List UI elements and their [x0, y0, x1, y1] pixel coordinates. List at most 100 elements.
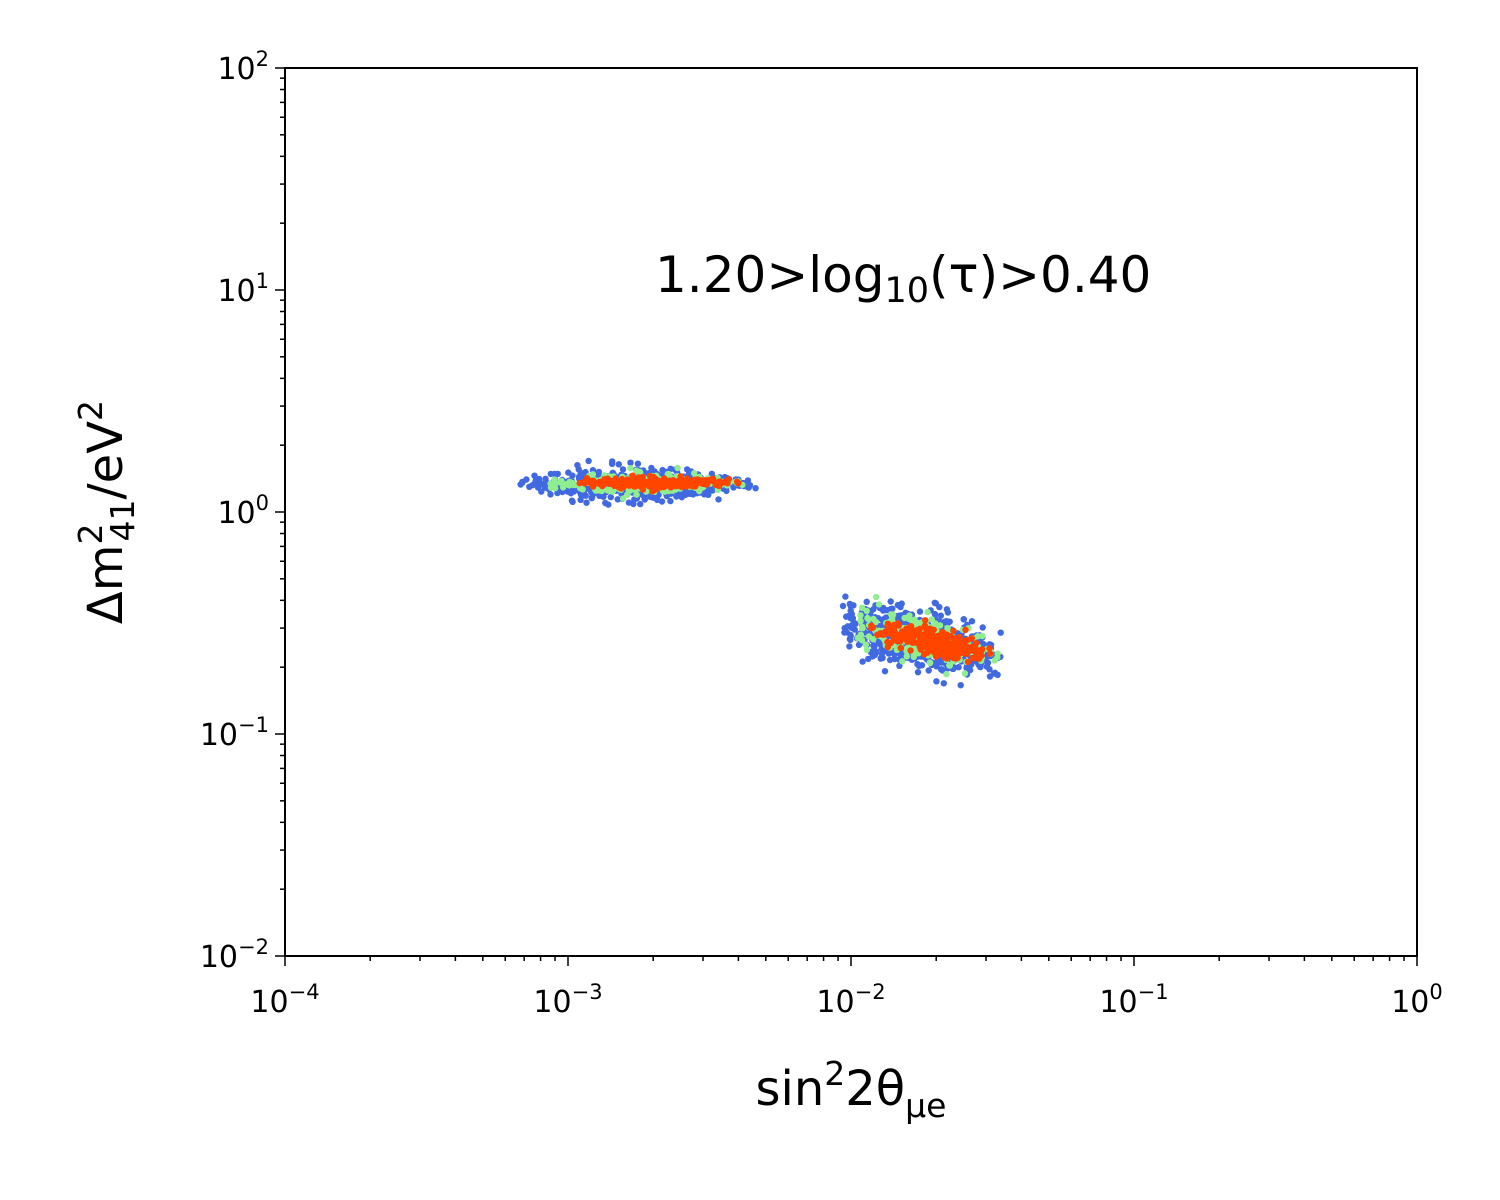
- scatter-point: [857, 617, 864, 625]
- scatter-point: [916, 608, 924, 615]
- scatter-point: [899, 658, 906, 665]
- scatter-point: [843, 613, 850, 620]
- scatter-point: [619, 495, 627, 502]
- x-tick-label: 10−4: [250, 980, 319, 1020]
- scatter-point: [589, 480, 596, 487]
- scatter-point: [884, 638, 891, 646]
- scatter-point: [986, 673, 994, 680]
- scatter-point: [674, 464, 681, 472]
- y-tick-label: 10−2: [200, 935, 269, 975]
- y-tick-label: 10−1: [200, 713, 269, 753]
- scatter-point: [968, 618, 976, 625]
- scatter-point: [914, 660, 921, 668]
- scatter-point: [859, 624, 866, 632]
- scatter-point: [842, 593, 849, 600]
- scatter-point: [958, 639, 965, 646]
- scatter-point: [978, 652, 985, 659]
- scatter-point: [997, 629, 1004, 636]
- scatter-point: [882, 614, 890, 621]
- scatter-point: [744, 477, 752, 484]
- scatter-point: [708, 470, 715, 477]
- scatter-point: [907, 647, 914, 654]
- scatter-point: [605, 501, 612, 508]
- scatter-point: [610, 478, 617, 485]
- scatter-point: [698, 480, 705, 487]
- scatter-point: [547, 491, 554, 498]
- scatter-point: [846, 643, 853, 650]
- scatter-point: [532, 477, 539, 484]
- scatter-point: [683, 466, 691, 473]
- y-tick-label: 100: [217, 491, 269, 531]
- scatter-point: [875, 601, 883, 608]
- scatter-point: [887, 598, 894, 605]
- scatter-point: [917, 637, 924, 644]
- scatter-point: [938, 641, 945, 648]
- x-tick-label: 10−1: [1099, 980, 1168, 1020]
- scatter-point: [658, 498, 666, 505]
- scatter-point: [641, 496, 648, 503]
- y-tick-label: 101: [217, 269, 269, 309]
- scatter-point: [926, 638, 933, 645]
- scatter-point: [972, 648, 980, 656]
- scatter-point: [547, 480, 554, 487]
- scatter-point: [926, 659, 934, 667]
- scatter-point: [953, 649, 960, 656]
- scatter-point: [946, 662, 954, 669]
- scatter-point: [625, 499, 633, 506]
- scatter-point: [647, 483, 655, 490]
- scatter-point: [542, 475, 549, 482]
- scatter-point: [634, 460, 642, 467]
- scatter-point: [846, 600, 854, 608]
- scatter-point: [745, 484, 752, 491]
- scatter-point: [939, 646, 946, 654]
- points-layer: [517, 457, 1004, 689]
- scatter-point: [885, 650, 893, 657]
- scatter-point: [926, 625, 934, 632]
- scatter-point: [881, 668, 889, 675]
- scatter-point: [615, 484, 623, 491]
- scatter-point: [752, 485, 759, 492]
- scatter-point: [926, 644, 933, 651]
- scatter-point: [667, 497, 674, 505]
- scatter-point: [931, 610, 939, 618]
- scatter-point: [863, 598, 870, 605]
- scatter-point: [872, 593, 880, 601]
- scatter-point: [983, 663, 990, 670]
- scatter-point: [626, 482, 633, 489]
- scatter-point: [962, 626, 969, 633]
- scatter-point: [937, 612, 944, 619]
- scatter-point: [900, 631, 907, 638]
- scatter-point: [911, 616, 918, 623]
- scatter-point: [986, 650, 994, 657]
- scatter-point: [577, 472, 585, 479]
- scatter-point: [961, 670, 969, 677]
- scatter-point: [682, 489, 689, 496]
- scatter-point: [580, 479, 587, 486]
- scatter-point: [554, 470, 561, 478]
- scatter-point: [973, 654, 980, 662]
- scatter-point: [631, 496, 638, 503]
- scatter-point: [688, 477, 695, 484]
- scatter-point: [963, 643, 970, 650]
- scatter-point: [644, 478, 651, 486]
- scatter-point: [715, 478, 722, 486]
- scatter-point: [933, 634, 941, 641]
- scatter-point: [968, 635, 975, 642]
- scatter-point: [885, 623, 892, 630]
- scatter-point: [855, 641, 863, 648]
- scatter-point: [704, 480, 711, 487]
- scatter-point: [950, 644, 958, 651]
- scatter-point: [932, 653, 940, 660]
- scatter-point: [681, 479, 688, 487]
- scatter-point: [862, 641, 869, 648]
- scatter-point: [669, 477, 677, 484]
- scatter-point: [585, 457, 592, 465]
- scatter-point: [994, 654, 1001, 661]
- scatter-point: [583, 499, 590, 506]
- axes-frame: [284, 67, 1418, 957]
- x-tick-label: 10−2: [816, 980, 885, 1020]
- scatter-point: [654, 479, 661, 486]
- scatter-point: [857, 612, 864, 619]
